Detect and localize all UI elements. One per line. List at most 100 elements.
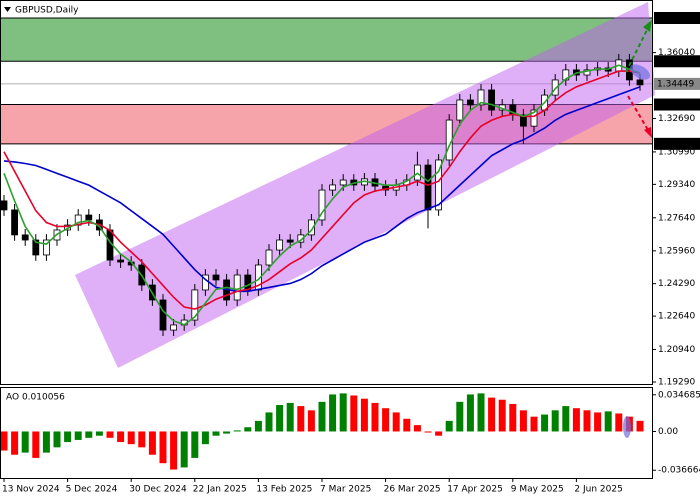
x-tick-label: 5 Dec 2024 — [66, 485, 118, 495]
ao-bar — [360, 398, 368, 432]
ao-bar — [509, 403, 517, 432]
ao-bar — [286, 402, 294, 432]
ao-bar — [0, 431, 8, 451]
ao-bar — [424, 431, 432, 433]
price-label: 1.35600 — [657, 57, 694, 67]
candle-body — [212, 274, 220, 281]
main-frame — [0, 0, 653, 385]
candle-body — [583, 69, 591, 76]
ao-bar — [117, 431, 125, 443]
y-tick-label: 0.00 — [658, 427, 678, 437]
ao-title: AO 0.010056 — [6, 393, 65, 403]
y-tick-label: 1.20940 — [658, 345, 695, 355]
ao-bar — [53, 431, 61, 448]
y-tick-label: 0.034685 — [658, 390, 700, 400]
ao-bar — [244, 427, 252, 432]
current-price-box — [654, 77, 700, 90]
candle-body — [520, 114, 527, 127]
candle-body — [477, 89, 485, 106]
x-tick-label: 13 Feb 2025 — [256, 485, 312, 495]
ao-bar — [466, 394, 474, 432]
ao-bar — [85, 431, 93, 438]
highlight — [630, 64, 650, 80]
y-tick-label: 1.32690 — [658, 114, 695, 124]
price-label-box — [654, 98, 700, 111]
candle-body — [276, 239, 284, 251]
ao-bar — [339, 393, 347, 432]
x-tick-label: 22 Jan 2025 — [193, 485, 247, 495]
candle-body — [424, 164, 432, 211]
ao-bar — [392, 412, 400, 432]
highlight — [623, 416, 631, 438]
candle-body — [307, 219, 315, 236]
candle-body — [21, 234, 29, 241]
up-arrow-head — [643, 20, 652, 32]
candle-body — [32, 239, 40, 256]
ao-bar — [551, 410, 559, 432]
moving-average — [3, 86, 641, 293]
ao-bar — [74, 431, 82, 440]
ao-bar — [265, 412, 273, 432]
ao-bar — [329, 394, 337, 432]
x-tick-label: 7 Mar 2025 — [320, 485, 371, 495]
ao-bar — [223, 431, 231, 434]
ao-bar — [456, 401, 464, 432]
y-tick-label: 1.27640 — [658, 213, 695, 223]
ao-bar — [562, 406, 570, 432]
candle-body — [159, 299, 167, 331]
ao-bar — [498, 399, 506, 432]
ao-bar — [11, 431, 19, 455]
ao-bar — [32, 431, 40, 458]
ao-bar — [318, 401, 326, 432]
ao-bar — [583, 410, 591, 432]
candle-body — [318, 189, 326, 221]
candle-body — [530, 109, 538, 127]
price-label: 1.37800 — [657, 13, 694, 23]
y-tick-label: 1.22640 — [658, 312, 695, 322]
ao-bar — [254, 420, 262, 432]
candle-body — [488, 89, 496, 111]
ao-bar — [488, 397, 496, 432]
y-tick-label: 1.30990 — [658, 147, 695, 157]
candle-body — [551, 79, 559, 96]
ao-bar — [435, 431, 443, 436]
candle-body — [0, 200, 8, 211]
ao-bar — [382, 408, 390, 432]
ao-bar — [307, 410, 315, 432]
ao-bar — [21, 431, 29, 453]
candle-body — [244, 274, 252, 291]
ao-bar — [594, 412, 602, 432]
candle-body — [117, 259, 124, 263]
y-tick-label: 1.24290 — [658, 279, 695, 289]
y-tick-label: 1.25960 — [658, 246, 695, 256]
ao-bar — [413, 425, 421, 432]
y-tick-label: 1.19290 — [658, 377, 695, 387]
x-tick-label: 9 May 2025 — [511, 485, 564, 495]
candle-body — [233, 274, 241, 301]
price-label-box — [654, 137, 700, 150]
x-tick-label: 13 Nov 2024 — [2, 485, 60, 495]
ao-bar — [127, 431, 135, 445]
menu-icon[interactable] — [4, 7, 11, 12]
zone-layer — [0, 17, 653, 145]
ao-bar — [297, 406, 305, 432]
candle-body — [191, 289, 199, 321]
price-label: 1.33400 — [657, 100, 694, 110]
moving-average — [3, 64, 641, 326]
ao-bar — [276, 405, 284, 432]
ao-bar — [477, 393, 485, 432]
ao-bar — [541, 414, 549, 432]
ao-bar — [572, 408, 580, 432]
ao-bar — [170, 431, 178, 470]
ao-bar — [201, 431, 209, 445]
x-tick-label: 17 Apr 2025 — [447, 485, 503, 495]
candle-body — [297, 234, 305, 243]
candle-body — [265, 249, 273, 266]
candle-body — [435, 159, 443, 211]
price-label-box — [654, 55, 700, 68]
x-tick-label: 26 Mar 2025 — [384, 485, 441, 495]
x-tick-label: 30 Dec 2024 — [129, 485, 187, 495]
forecast-arrows — [623, 20, 652, 438]
